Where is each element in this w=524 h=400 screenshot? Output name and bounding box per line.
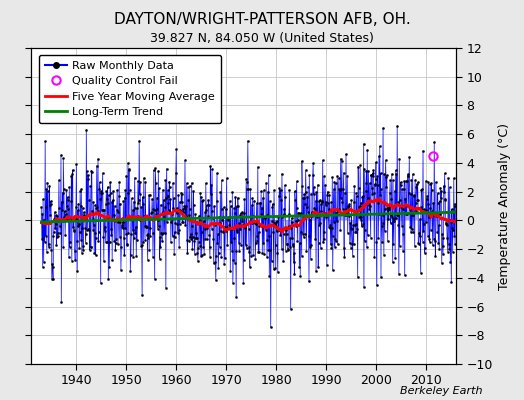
Y-axis label: Temperature Anomaly (°C): Temperature Anomaly (°C): [498, 122, 511, 290]
Text: 39.827 N, 84.050 W (United States): 39.827 N, 84.050 W (United States): [150, 32, 374, 45]
Legend: Raw Monthly Data, Quality Control Fail, Five Year Moving Average, Long-Term Tren: Raw Monthly Data, Quality Control Fail, …: [39, 55, 221, 123]
Text: DAYTON/WRIGHT-PATTERSON AFB, OH.: DAYTON/WRIGHT-PATTERSON AFB, OH.: [114, 12, 410, 27]
Text: Berkeley Earth: Berkeley Earth: [400, 386, 482, 396]
